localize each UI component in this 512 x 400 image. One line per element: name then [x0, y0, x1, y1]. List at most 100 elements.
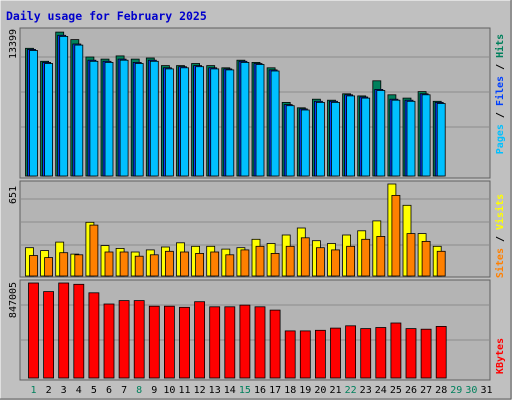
day-label-27: 27 — [420, 385, 432, 396]
kbytes-bar-day-20 — [314, 329, 326, 379]
day-label-18: 18 — [284, 385, 296, 396]
day-label-9: 9 — [151, 385, 157, 396]
day-label-8: 8 — [136, 385, 142, 396]
day-label-14: 14 — [224, 385, 236, 396]
legend-separator: / — [495, 58, 506, 76]
legend-separator: / — [495, 106, 506, 124]
day-label-21: 21 — [329, 385, 341, 396]
sites-bar-day-16 — [255, 245, 265, 277]
sites-bar-day-22 — [346, 245, 356, 277]
kbytes-bar-day-14 — [224, 306, 236, 379]
kbytes-bar-day-15 — [239, 304, 251, 379]
kbytes-bar-day-11 — [179, 306, 190, 379]
kbytes-bar-day-22 — [345, 325, 357, 379]
sites-bar-day-15 — [240, 249, 250, 277]
bar-marks — [25, 31, 447, 379]
sites-bar-day-28 — [436, 250, 446, 277]
pages-bar-day-28 — [436, 103, 446, 177]
pages-bar-day-26 — [406, 100, 416, 177]
pages-bar-day-23 — [361, 97, 371, 177]
sites-bar-day-6 — [104, 251, 114, 277]
sites-bar-day-17 — [270, 252, 280, 277]
sites-bar-day-23 — [361, 238, 371, 277]
kbytes-bar-day-25 — [390, 322, 402, 379]
day-label-25: 25 — [390, 385, 402, 396]
sites-bar-day-8 — [134, 255, 144, 277]
pages-bar-day-12 — [195, 66, 205, 177]
kbytes-bar-day-28 — [435, 325, 447, 379]
kbytes-bar-day-16 — [254, 306, 266, 379]
kbytes-bar-day-27 — [420, 328, 432, 379]
kbytes-bar-day-24 — [375, 327, 387, 379]
legend-pages: Pages — [495, 124, 506, 154]
sites-bar-day-3 — [59, 252, 69, 277]
sites-bar-day-14 — [225, 254, 235, 277]
legend-sites: Sites — [494, 248, 506, 278]
day-label-3: 3 — [61, 385, 67, 396]
kbytes-bar-day-19 — [299, 330, 311, 379]
day-label-13: 13 — [209, 385, 221, 396]
top-legend: Pages / Files / Hits — [494, 34, 506, 154]
pages-bar-day-19 — [300, 109, 310, 177]
kbytes-bar-day-17 — [269, 309, 281, 379]
kbytes-bar-day-4 — [73, 283, 85, 379]
day-labels: 1 2 3 4 5 6 7 8 9 10 11 12 13 14 15 16 17 18 19 20 21 22 23 24 2… — [30, 385, 492, 396]
day-label-26: 26 — [405, 385, 417, 396]
pages-bar-day-10 — [164, 68, 174, 177]
chart-title: Daily usage for February 2025 — [6, 9, 207, 23]
pages-bar-day-22 — [346, 95, 356, 177]
legend-separator: / — [495, 230, 506, 248]
pages-bar-day-6 — [104, 62, 114, 177]
day-label-7: 7 — [121, 385, 127, 396]
kbytes-bar-day-3 — [58, 282, 70, 379]
top-max-label: 13399 — [8, 29, 19, 59]
legend-files: Files — [494, 76, 506, 106]
kbytes-bar-day-12 — [194, 301, 206, 379]
kbytes-bar-day-6 — [103, 303, 115, 379]
day-label-30: 30 — [465, 385, 477, 396]
pages-bar-day-18 — [285, 105, 295, 177]
pages-bar-day-20 — [315, 102, 325, 177]
pages-bar-day-14 — [225, 69, 235, 177]
pages-bar-day-21 — [331, 102, 340, 177]
day-label-2: 2 — [46, 385, 52, 396]
sites-bar-day-27 — [421, 240, 431, 277]
kbytes-bar-day-26 — [405, 328, 417, 379]
day-label-11: 11 — [178, 385, 190, 396]
bottom-max-label: 847005 — [8, 282, 19, 318]
sites-bar-day-1 — [29, 255, 38, 277]
sites-bar-day-9 — [149, 254, 159, 277]
day-label-29: 29 — [450, 385, 462, 396]
pages-bar-day-3 — [59, 36, 69, 177]
sites-bar-day-10 — [164, 250, 174, 277]
bottom-legend: KBytes — [495, 338, 506, 374]
middle-legend: Sites / Visits — [494, 194, 506, 278]
day-label-23: 23 — [360, 385, 372, 396]
kbytes-bar-day-13 — [209, 306, 221, 379]
sites-bar-day-7 — [119, 251, 129, 277]
kbytes-bar-day-7 — [118, 300, 130, 379]
kbytes-bar-day-2 — [43, 291, 54, 379]
sites-bar-day-4 — [74, 254, 84, 277]
sites-bar-day-12 — [195, 252, 205, 277]
kbytes-bar-day-8 — [133, 300, 145, 379]
pages-bar-day-7 — [119, 59, 129, 177]
pages-bar-day-16 — [255, 64, 265, 177]
pages-bar-day-13 — [210, 68, 220, 177]
pages-bar-day-1 — [29, 50, 38, 177]
sites-bar-day-18 — [285, 245, 295, 277]
day-label-24: 24 — [375, 385, 387, 396]
pages-bar-day-8 — [134, 63, 144, 177]
kbytes-bar-day-10 — [163, 305, 175, 379]
pages-bar-day-4 — [74, 44, 84, 177]
legend-visits: Visits — [494, 194, 506, 230]
sites-bar-day-11 — [180, 251, 189, 277]
day-label-5: 5 — [91, 385, 97, 396]
kbytes-bar-day-18 — [284, 330, 296, 379]
day-label-10: 10 — [163, 385, 175, 396]
sites-bar-day-20 — [315, 247, 325, 277]
day-label-6: 6 — [106, 385, 112, 396]
kbytes-bar-day-21 — [330, 327, 341, 379]
